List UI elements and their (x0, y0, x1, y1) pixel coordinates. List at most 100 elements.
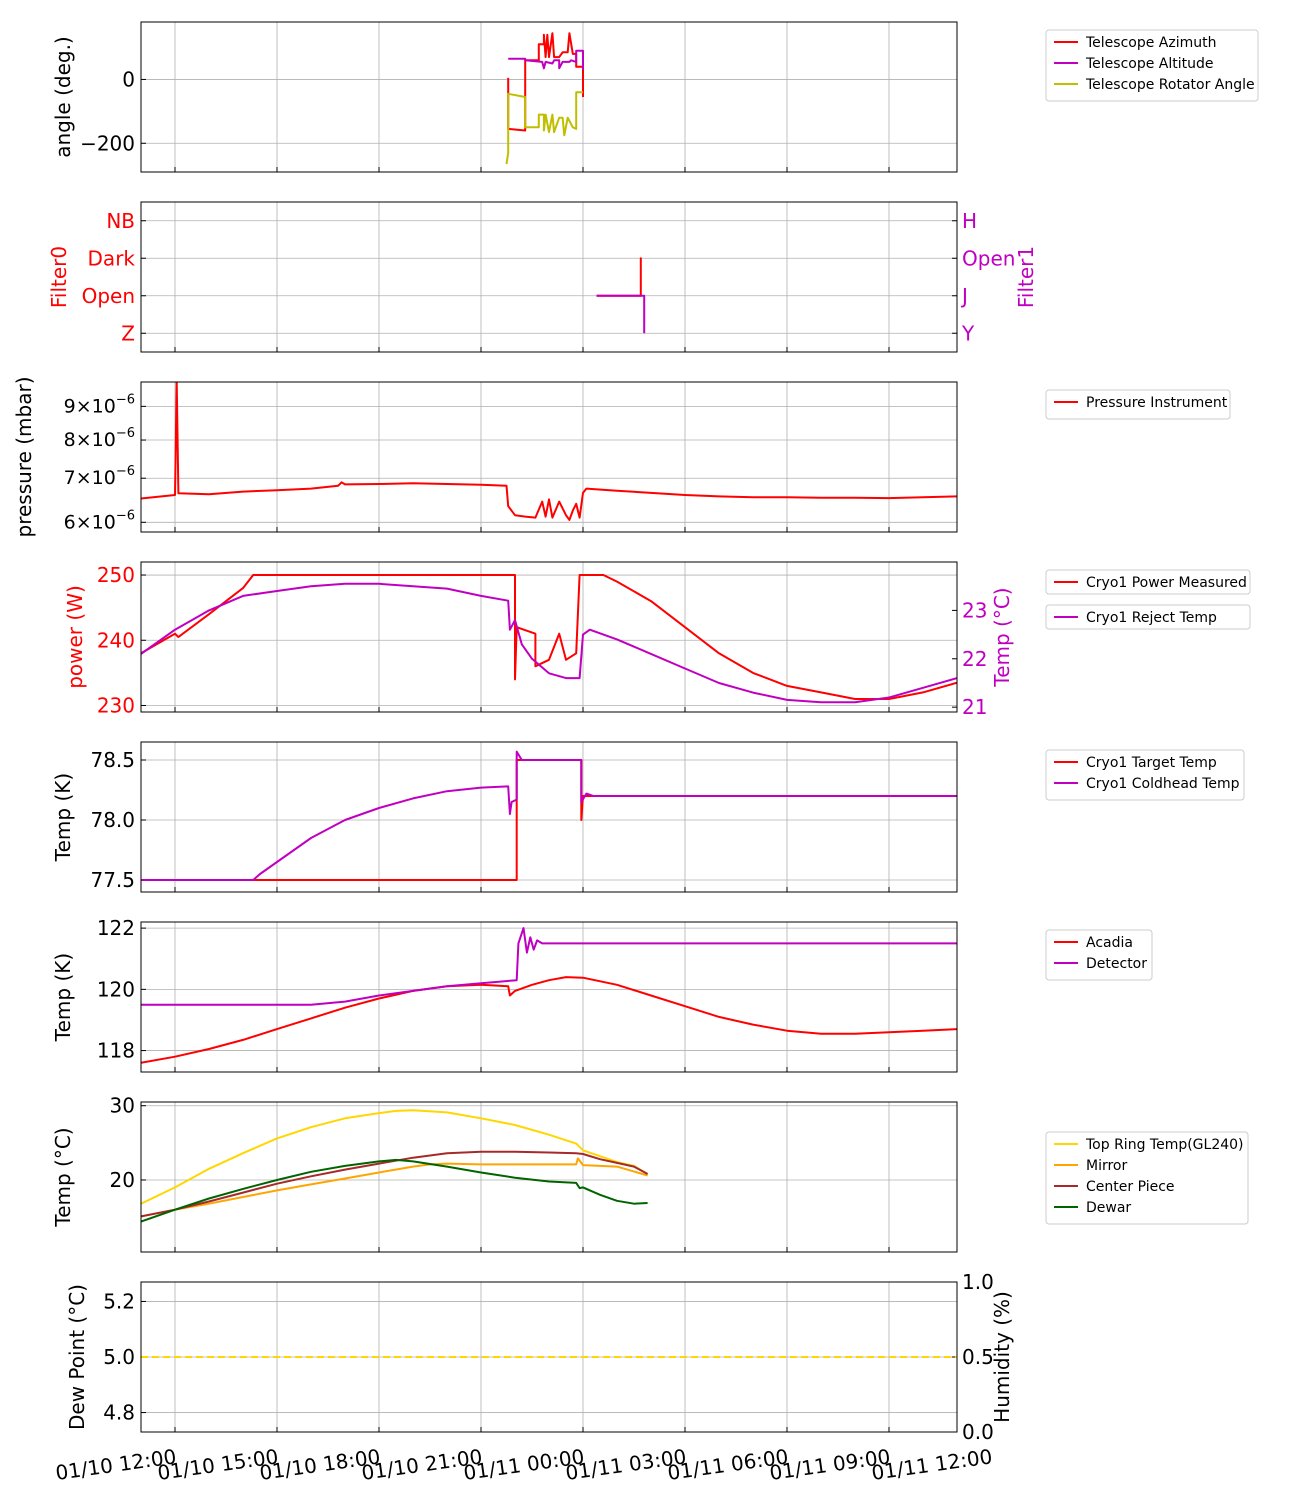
y-tick-label: −200 (80, 131, 135, 155)
series-line-2 (141, 750, 957, 881)
y-tick-label: 7×10−6 (64, 464, 135, 489)
y-tick-label: 6×10−6 (64, 508, 135, 533)
legend-label: Cryo1 Coldhead Temp (1086, 776, 1240, 792)
series-line-1 (141, 976, 957, 1064)
legend-label: Cryo1 Target Temp (1086, 755, 1217, 771)
series-line-1 (141, 1109, 649, 1205)
legend-label: Pressure Instrument (1086, 395, 1228, 411)
panel-4: 230 240 250 21 22 23 power (W) Temp (°C) Cryo1 P… (63, 561, 1251, 719)
y-axis-right-label: Temp (°C) (990, 587, 1014, 687)
legend-1: Cryo1 Power Measured (1045, 569, 1251, 595)
legend-label: Telescope Altitude (1085, 56, 1214, 72)
y-axis-label: Temp (°C) (51, 1127, 75, 1227)
y-axis-right-label: Filter1 (1014, 246, 1038, 308)
legend-box (1045, 1131, 1249, 1225)
y-tick-label: 5.2 (103, 1289, 135, 1313)
series-line-4 (141, 1158, 648, 1223)
axes-frame (140, 561, 958, 713)
y-tick-label: 250 (97, 563, 135, 587)
panel-8: 4.8 5.0 5.2 0.0 0.5 1.0 Dew Point (°C) Humidity… (65, 1270, 1014, 1444)
y-tick-label: Dark (88, 246, 136, 270)
y-right-tick-label: 22 (962, 647, 987, 671)
y-tick-label: 8×10−6 (64, 426, 135, 451)
legend: Cryo1 Target Temp Cryo1 Coldhead Temp (1045, 749, 1245, 801)
y-tick-label: 20 (110, 1168, 135, 1192)
y-tick-label: 120 (97, 977, 135, 1001)
legend: Pressure Instrument (1045, 389, 1231, 420)
legend-box (1045, 29, 1259, 102)
y-right-tick-label: Y (961, 321, 975, 345)
y-axis-label: Temp (K) (51, 953, 75, 1042)
plot-area (141, 1102, 957, 1252)
axes-frame (140, 1101, 958, 1253)
y-tick-label: NB (106, 209, 135, 233)
axes-frame (140, 1281, 958, 1433)
y-tick-label: 118 (97, 1039, 135, 1063)
series-line-1 (141, 382, 957, 521)
y-axis-label: Filter0 (47, 246, 71, 308)
y-tick-label: Open (82, 284, 135, 308)
y-tick-label: 9×10−6 (64, 392, 135, 417)
y-axis-right-label: Humidity (%) (990, 1291, 1014, 1423)
y-tick-label-exponent: −6 (116, 508, 135, 523)
legend: Acadia Detector (1045, 929, 1153, 981)
legend-label: Dewar (1086, 1200, 1131, 1216)
y-tick-label: 4.8 (103, 1401, 135, 1425)
y-right-tick-label: H (962, 209, 977, 233)
panel-2: Z Open Dark NB YJ Open H Filter0 Filter1 (47, 201, 1038, 353)
y-tick-label: 5.0 (103, 1345, 135, 1369)
axes-frame (140, 201, 958, 353)
y-tick-label: 77.5 (90, 868, 135, 892)
y-right-tick-label: 0.0 (962, 1420, 994, 1444)
legend-label: Telescope Rotator Angle (1085, 77, 1255, 93)
plot-area (141, 562, 957, 712)
y-right-tick-label: 0.5 (962, 1345, 994, 1369)
series-line-2 (141, 927, 957, 1006)
plot-area (141, 742, 957, 892)
axes-frame (140, 741, 958, 893)
y-axis-label: pressure (mbar) (12, 376, 36, 537)
y-right-tick-label: 1.0 (962, 1270, 994, 1294)
y-tick-label-exponent: −6 (116, 426, 135, 441)
y-tick-label: 230 (97, 693, 135, 717)
y-tick-label: 30 (110, 1094, 135, 1118)
legend-label: Mirror (1086, 1158, 1127, 1174)
panel-6: 118 120 122 Temp (K) Acadia Detector (51, 916, 1153, 1073)
legend-box (1045, 749, 1245, 801)
y-tick-label-base: 7×10 (64, 467, 116, 489)
legend-label: Cryo1 Reject Temp (1086, 610, 1217, 626)
legend: Telescope Azimuth Telescope Altitude Teles… (1045, 29, 1259, 102)
y-axis-label: angle (deg.) (51, 36, 75, 158)
series-line-2 (141, 582, 957, 704)
series-line-2 (596, 294, 646, 334)
y-tick-label: 78.5 (90, 748, 135, 772)
y-axis-label: power (W) (63, 585, 87, 689)
legend: Top Ring Temp(GL240) Mirror Center Piece De… (1045, 1131, 1249, 1225)
y-tick-label: 240 (97, 628, 135, 652)
y-tick-label-exponent: −6 (116, 464, 135, 479)
legend-2: Cryo1 Reject Temp (1045, 604, 1251, 630)
plot-area (141, 382, 957, 532)
y-tick-label: 78.0 (90, 808, 135, 832)
y-tick-label-exponent: −6 (116, 392, 135, 407)
series-line-2 (508, 49, 584, 70)
series-line-3 (505, 91, 583, 165)
legend-box (1045, 569, 1251, 595)
y-tick-label: 122 (97, 916, 135, 940)
panel-7: 20 30 Temp (°C) Top Ring Temp(GL240) Mirror C… (51, 1094, 1249, 1253)
legend-label: Telescope Azimuth (1085, 35, 1216, 51)
legend-box (1045, 389, 1231, 420)
series-line-3 (141, 1150, 649, 1218)
y-right-tick-label: 21 (962, 695, 987, 719)
y-tick-label-base: 8×10 (64, 429, 116, 451)
y-axis-label: Dew Point (°C) (65, 1284, 89, 1430)
y-right-tick-label: 23 (962, 598, 987, 622)
legend-label: Center Piece (1086, 1179, 1175, 1195)
y-right-tick-label: J (960, 284, 968, 308)
y-tick-label-base: 9×10 (64, 395, 116, 417)
